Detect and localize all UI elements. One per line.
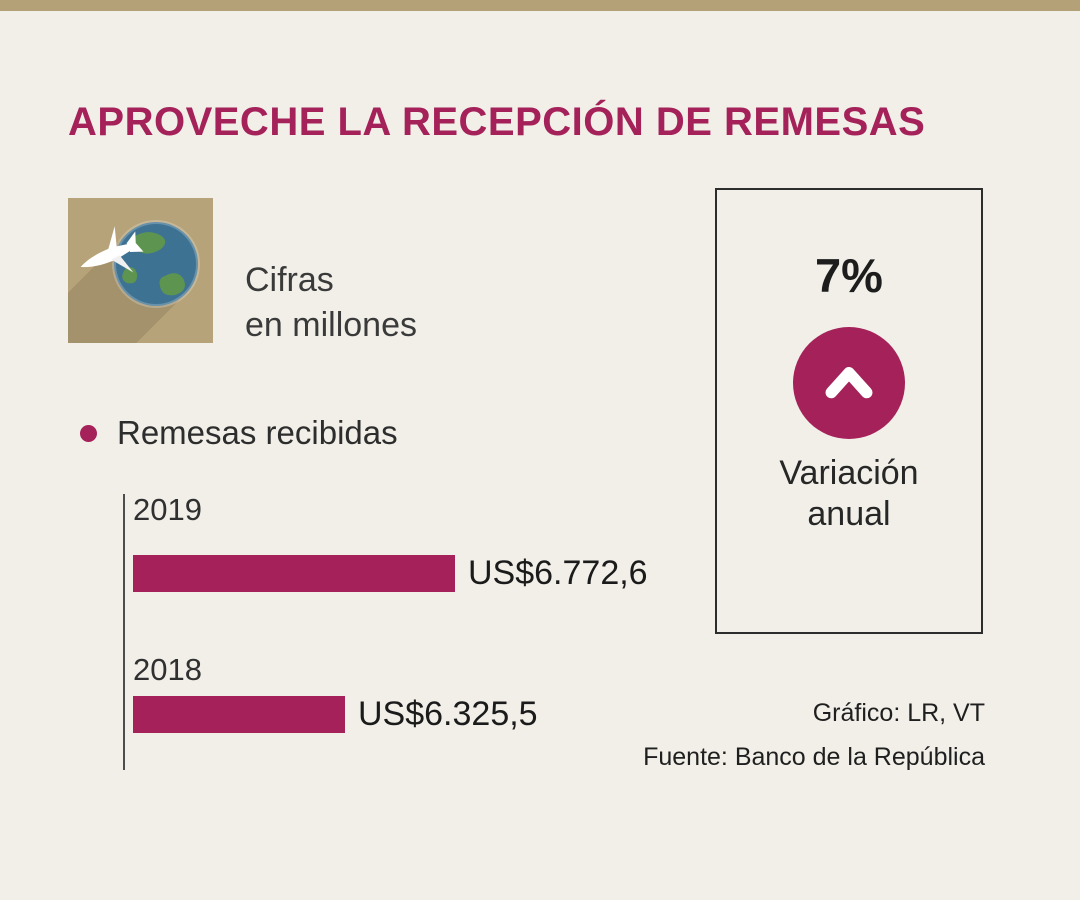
bar-chart: 2019 US$6.772,6 2018 US$6.325,5 xyxy=(123,492,743,782)
chart-axis-line xyxy=(123,494,125,770)
bar-2019 xyxy=(133,554,455,592)
bar-2018 xyxy=(133,695,345,733)
arrow-up-icon xyxy=(793,327,905,439)
variation-panel: 7% Variación anual xyxy=(715,188,983,634)
bar-year-label-2018: 2018 xyxy=(133,652,202,687)
credit-source: Fuente: Banco de la República xyxy=(643,742,985,771)
bar-value-2019: US$6.772,6 xyxy=(468,553,648,592)
units-note: Cifras en millones xyxy=(245,258,417,348)
bar-year-label-2019: 2019 xyxy=(133,492,202,527)
chart-legend: Remesas recibidas xyxy=(80,414,398,452)
page-title: APROVECHE LA RECEPCIÓN DE REMESAS xyxy=(68,100,926,144)
legend-label: Remesas recibidas xyxy=(117,414,398,451)
top-accent-bar xyxy=(0,0,1080,11)
credit-graphic: Gráfico: LR, VT xyxy=(812,699,985,727)
bar-row-2018: US$6.325,5 xyxy=(133,695,538,733)
units-note-line1: Cifras xyxy=(245,261,334,299)
legend-bullet-icon xyxy=(80,424,97,442)
variation-label-line1: Variación xyxy=(779,454,919,492)
variation-percent: 7% xyxy=(815,249,883,302)
bar-row-2019: US$6.772,6 xyxy=(133,554,648,592)
units-note-line2: en millones xyxy=(245,305,417,344)
bar-value-2018: US$6.325,5 xyxy=(358,694,538,733)
plane-globe-icon xyxy=(68,198,213,343)
variation-label: Variación anual xyxy=(779,453,918,536)
credits: Gráfico: LR, VT Fuente: Banco de la Repú… xyxy=(643,692,985,779)
variation-label-line2: anual xyxy=(807,495,891,534)
